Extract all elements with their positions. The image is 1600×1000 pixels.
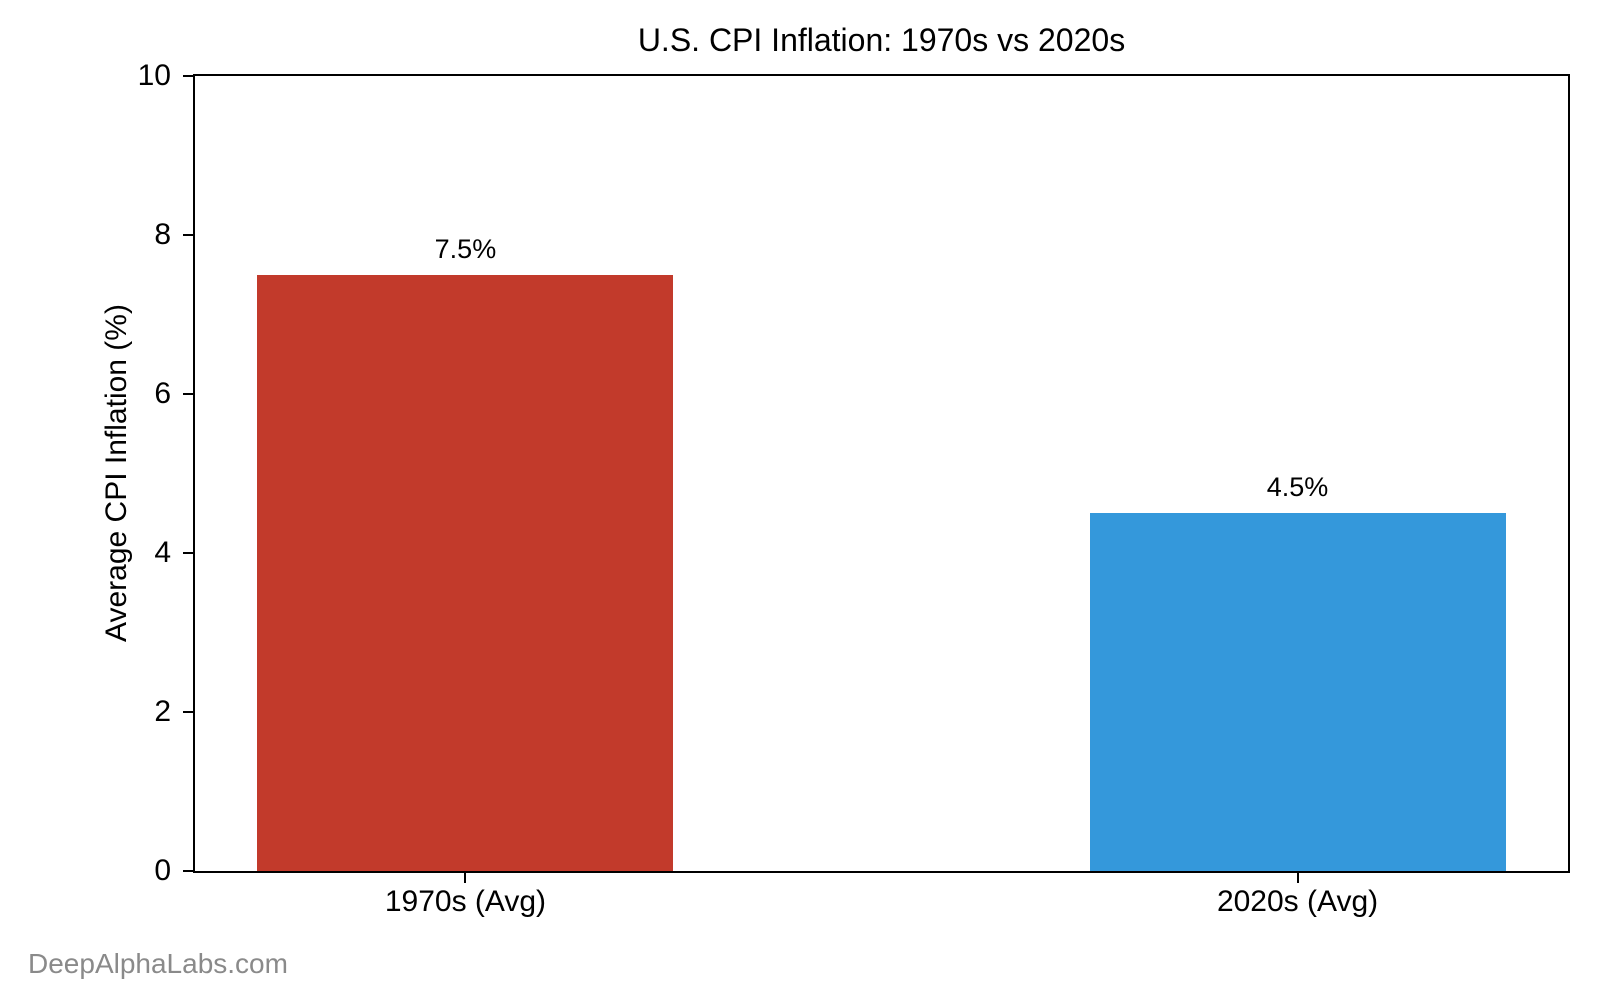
y-axis-label: Average CPI Inflation (%) [100,304,133,642]
y-tick-label: 2 [154,695,171,728]
watermark: DeepAlphaLabs.com [28,948,288,979]
chart-title: U.S. CPI Inflation: 1970s vs 2020s [637,22,1126,58]
y-tick-mark [183,711,193,713]
x-tick-label-1970s: 1970s (Avg) [384,885,547,918]
y-tick-label: 10 [137,59,171,92]
y-tick-mark [183,75,193,77]
y-tick-mark [183,393,193,395]
x-tick-label-2020s: 2020s (Avg) [1216,885,1379,918]
y-tick-label: 0 [154,854,171,887]
y-tick-label: 8 [154,218,171,251]
y-tick-label: 6 [154,377,171,410]
y-tick-mark [183,870,193,872]
y-tick-mark [183,552,193,554]
bar-value-label-2020s: 4.5% [1266,472,1329,503]
x-tick-mark [464,873,467,883]
plot-area: 7.5% 4.5% 0 2 4 6 8 10 1970s (Avg) [138,59,1570,918]
y-tick-label: 4 [154,536,171,569]
bar-2020s [1089,513,1506,871]
bar-value-label-1970s: 7.5% [434,233,497,264]
bar-1970s [257,274,674,871]
y-tick-mark [183,234,193,236]
x-tick-mark [1296,873,1299,883]
